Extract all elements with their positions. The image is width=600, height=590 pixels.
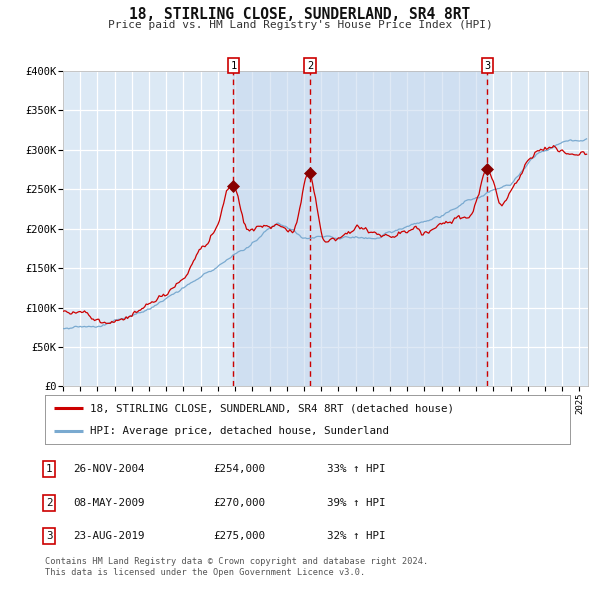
Text: 32% ↑ HPI: 32% ↑ HPI [327, 531, 386, 540]
Text: This data is licensed under the Open Government Licence v3.0.: This data is licensed under the Open Gov… [45, 568, 365, 577]
Text: 18, STIRLING CLOSE, SUNDERLAND, SR4 8RT (detached house): 18, STIRLING CLOSE, SUNDERLAND, SR4 8RT … [89, 404, 454, 414]
Text: 1: 1 [46, 464, 52, 474]
Text: Price paid vs. HM Land Registry's House Price Index (HPI): Price paid vs. HM Land Registry's House … [107, 20, 493, 30]
Text: HPI: Average price, detached house, Sunderland: HPI: Average price, detached house, Sund… [89, 425, 389, 435]
Text: £270,000: £270,000 [213, 498, 265, 507]
Text: 2: 2 [46, 498, 52, 507]
Text: 18, STIRLING CLOSE, SUNDERLAND, SR4 8RT: 18, STIRLING CLOSE, SUNDERLAND, SR4 8RT [130, 7, 470, 22]
Text: 3: 3 [484, 61, 490, 71]
Text: 3: 3 [46, 531, 52, 540]
Text: 39% ↑ HPI: 39% ↑ HPI [327, 498, 386, 507]
Text: £275,000: £275,000 [213, 531, 265, 540]
Bar [233, 71, 487, 386]
Text: 33% ↑ HPI: 33% ↑ HPI [327, 464, 386, 474]
Text: 23-AUG-2019: 23-AUG-2019 [73, 531, 145, 540]
Text: £254,000: £254,000 [213, 464, 265, 474]
Text: 2: 2 [307, 61, 313, 71]
Text: 1: 1 [230, 61, 236, 71]
Text: Contains HM Land Registry data © Crown copyright and database right 2024.: Contains HM Land Registry data © Crown c… [45, 558, 428, 566]
Text: 08-MAY-2009: 08-MAY-2009 [73, 498, 145, 507]
Text: 26-NOV-2004: 26-NOV-2004 [73, 464, 145, 474]
